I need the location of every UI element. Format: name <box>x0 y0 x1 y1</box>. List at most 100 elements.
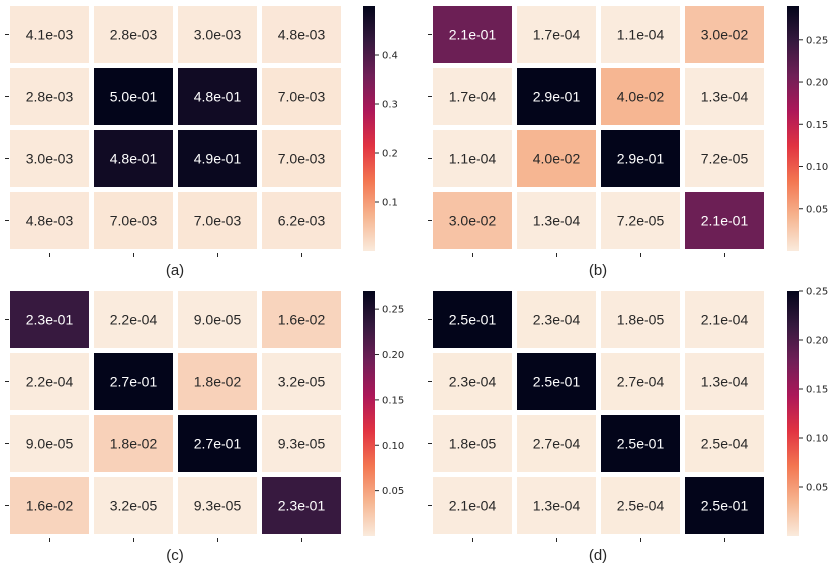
cell-value-label: 2.5e-01 <box>701 498 749 514</box>
heatmap-cell <box>10 291 89 348</box>
colorbar-tick-label: 0.15 <box>806 385 828 396</box>
colorbar <box>787 291 799 536</box>
cell-value-label: 2.1e-01 <box>449 27 497 43</box>
heatmap-cell <box>10 415 89 472</box>
cell-value-label: 2.9e-01 <box>617 151 665 167</box>
heatmap-cell <box>262 192 341 249</box>
heatmap-cell <box>433 130 512 187</box>
colorbar-tick-label: 0.3 <box>382 100 398 111</box>
heatmap-cell <box>262 6 341 63</box>
heatmap-cell <box>517 68 596 125</box>
heatmap-cell <box>601 68 680 125</box>
colorbar-tick-label: 0.10 <box>806 162 828 173</box>
heatmap-cell <box>10 353 89 410</box>
heatmap-cell <box>94 6 173 63</box>
cell-value-label: 2.1e-01 <box>701 213 749 229</box>
heatmap-cell <box>178 6 257 63</box>
heatmap-cell <box>433 415 512 472</box>
colorbar <box>787 6 799 251</box>
colorbar-tick-label: 0.20 <box>382 350 404 361</box>
heatmap-cell <box>517 353 596 410</box>
cell-value-label: 9.0e-05 <box>26 436 74 452</box>
heatmap-cell <box>10 192 89 249</box>
cell-value-label: 5.0e-01 <box>110 89 158 105</box>
colorbar <box>363 291 375 536</box>
cell-value-label: 7.0e-03 <box>110 213 158 229</box>
heatmap-cell <box>178 477 257 534</box>
cell-value-label: 1.3e-04 <box>533 213 581 229</box>
colorbar-tick-label: 0.25 <box>806 35 828 46</box>
cell-value-label: 1.8e-02 <box>194 374 242 390</box>
heatmap-cell <box>94 291 173 348</box>
colorbar-tick-label: 0.15 <box>382 395 404 406</box>
heatmap-cell <box>433 6 512 63</box>
cell-value-label: 2.3e-01 <box>26 312 74 328</box>
cell-value-label: 2.2e-04 <box>110 312 158 328</box>
heatmap-cell <box>262 477 341 534</box>
cell-value-label: 4.1e-03 <box>26 27 74 43</box>
heatmap-cell <box>10 477 89 534</box>
heatmap-cell <box>433 353 512 410</box>
heatmap-panel-1: 4.1e-03 2.8e-03 3.0e-03 4.8e-03 2.8e-03 5.0e-… <box>5 6 398 279</box>
heatmap-cell <box>94 192 173 249</box>
cell-value-label: 9.3e-05 <box>194 498 242 514</box>
heatmap-cell <box>517 415 596 472</box>
heatmap-cell <box>262 353 341 410</box>
heatmap-cell <box>10 130 89 187</box>
cell-value-label: 2.8e-03 <box>110 27 158 43</box>
cell-value-label: 2.3e-04 <box>533 312 581 328</box>
heatmap-cell <box>685 477 764 534</box>
cell-value-label: 1.3e-04 <box>701 89 749 105</box>
heatmap-panel-4: 2.5e-01 2.3e-04 1.8e-05 2.1e-04 2.3e-04 2.5e-… <box>428 287 828 564</box>
cell-value-label: 1.6e-02 <box>278 312 326 328</box>
heatmap-cell <box>262 130 341 187</box>
cell-value-label: 2.8e-03 <box>26 89 74 105</box>
cell-value-label: 9.3e-05 <box>278 436 326 452</box>
heatmap-cell <box>94 130 173 187</box>
heatmap-cell <box>433 477 512 534</box>
cell-value-label: 2.3e-04 <box>449 374 497 390</box>
cell-value-label: 1.7e-04 <box>449 89 497 105</box>
cell-value-label: 1.7e-04 <box>533 27 581 43</box>
cell-value-label: 7.0e-03 <box>278 151 326 167</box>
panel-label: (c) <box>166 547 184 564</box>
cell-value-label: 4.8e-01 <box>110 151 158 167</box>
colorbar-tick-label: 0.10 <box>806 434 828 445</box>
cell-value-label: 3.2e-05 <box>110 498 158 514</box>
heatmap-panel-3: 2.3e-01 2.2e-04 9.0e-05 1.6e-02 2.2e-04 2.7e-… <box>5 291 404 564</box>
heatmap-panel-2: 2.1e-01 1.7e-04 1.1e-04 3.0e-02 1.7e-04 2.9e-… <box>428 6 828 279</box>
cell-value-label: 2.2e-04 <box>26 374 74 390</box>
heatmap-cell <box>685 6 764 63</box>
colorbar-tick-label: 0.20 <box>806 78 828 89</box>
heatmap-cell <box>517 192 596 249</box>
colorbar-tick-label: 0.1 <box>382 198 398 209</box>
cell-value-label: 1.1e-04 <box>449 151 497 167</box>
heatmap-cell <box>601 477 680 534</box>
cell-value-label: 1.3e-04 <box>701 374 749 390</box>
heatmap-cell <box>601 130 680 187</box>
heatmap-cell <box>601 192 680 249</box>
cell-value-label: 2.7e-01 <box>110 374 158 390</box>
cell-value-label: 2.1e-04 <box>701 312 749 328</box>
colorbar-tick-label: 0.05 <box>806 204 828 215</box>
heatmap-cell <box>178 130 257 187</box>
cell-value-label: 4.0e-02 <box>533 151 581 167</box>
cell-value-label: 4.8e-03 <box>278 27 326 43</box>
heatmap-cell <box>178 291 257 348</box>
colorbar-tick-label: 0.20 <box>806 336 828 347</box>
cell-value-label: 3.0e-02 <box>701 27 749 43</box>
colorbar-tick-label: 0.4 <box>382 51 398 62</box>
heatmap-cell <box>601 6 680 63</box>
cell-value-label: 7.2e-05 <box>617 213 665 229</box>
heatmap-cell <box>517 6 596 63</box>
heatmap-cell <box>601 415 680 472</box>
cell-value-label: 1.8e-02 <box>110 436 158 452</box>
colorbar-tick-label: 0.2 <box>382 149 398 160</box>
heatmap-cell <box>10 68 89 125</box>
cell-value-label: 2.7e-01 <box>194 436 242 452</box>
cell-value-label: 4.9e-01 <box>194 151 242 167</box>
cell-value-label: 2.1e-04 <box>449 498 497 514</box>
heatmap-cell <box>517 291 596 348</box>
heatmap-cell <box>94 415 173 472</box>
